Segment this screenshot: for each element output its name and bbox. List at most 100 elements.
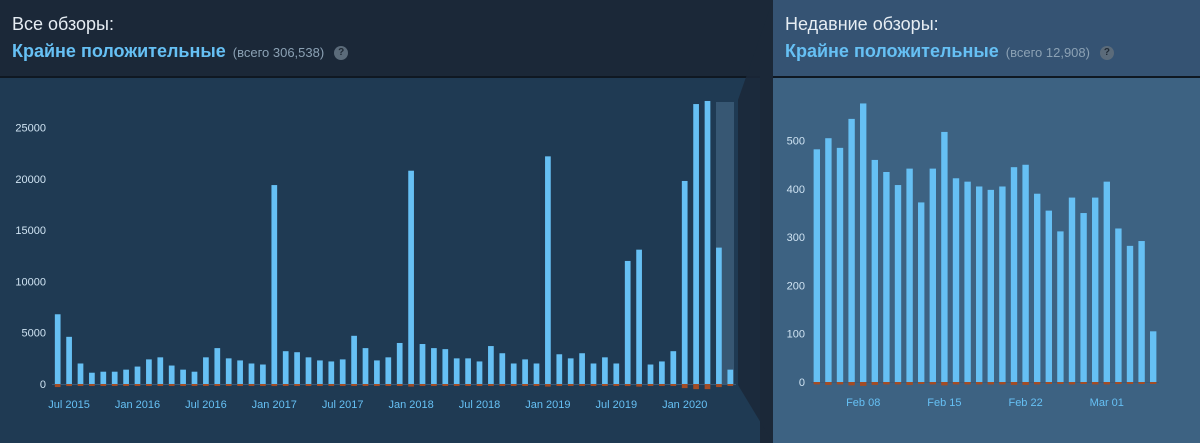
recent-reviews-negative-bar [1010,382,1018,385]
zoom-connector-shape [738,0,773,443]
recent-reviews-negative-bar [952,382,960,385]
recent-reviews-negative-bar [860,382,867,386]
all-reviews-positive-bar [442,349,449,384]
all-reviews-positive-bar [305,357,312,384]
recent-reviews-y-tick-label: 100 [787,329,805,341]
all-reviews-negative-bar [100,384,107,386]
all-reviews-negative-bar [282,384,289,386]
all-reviews-negative-bar [146,384,152,386]
all-reviews-x-tick-label: Jul 2018 [459,399,501,411]
all-reviews-summary[interactable]: Крайне положительные (всего 306,538) ? [12,41,349,62]
recent-reviews-negative-bar [999,382,1006,385]
all-reviews-negative-bar [419,384,426,386]
all-reviews-positive-bar [66,336,72,384]
recent-reviews-positive-bar [825,138,832,382]
all-reviews-negative-bar [533,384,540,386]
recent-reviews-positive-bar [1103,181,1110,382]
recent-reviews-x-tick-label: Feb 15 [927,397,961,409]
help-icon[interactable]: ? [1099,46,1114,60]
recent-reviews-positive-bar [836,147,844,382]
recent-reviews-y-tick-label: 400 [787,184,805,196]
all-reviews-positive-bar [168,365,175,384]
all-reviews-positive-bar [499,353,506,384]
all-reviews-negative-bar [260,384,266,386]
recent-reviews-positive-bar [883,172,890,382]
recent-reviews-negative-bar [918,382,925,384]
all-reviews-negative-bar [670,384,677,386]
recent-reviews-positive-bar [906,168,913,382]
all-reviews-positive-bar [453,358,460,384]
recent-reviews-positive-bar [941,131,948,382]
all-reviews-negative-bar [510,384,517,386]
recent-reviews-negative-bar [1103,382,1110,385]
recent-reviews-positive-bar [894,185,902,382]
all-reviews-y-tick-label: 5000 [22,328,46,340]
all-reviews-y-tick-label: 0 [40,379,46,391]
all-reviews-positive-bar [77,363,84,384]
recent-reviews-positive-bar [1022,164,1029,382]
all-reviews-negative-bar [396,384,403,386]
all-reviews-negative-bar [305,384,312,386]
recent-reviews-negative-bar [825,382,832,385]
header-divider [0,76,760,78]
recent-reviews-positive-bar [1034,193,1041,382]
all-reviews-y-tick-label: 20000 [15,174,46,186]
all-reviews-positive-bar [180,369,186,384]
all-reviews-positive-bar [225,358,232,384]
recent-reviews-negative-bar [987,382,994,385]
help-icon[interactable]: ? [334,46,349,60]
all-reviews-positive-bar [408,170,414,384]
all-reviews-positive-bar [647,364,654,384]
all-reviews-negative-bar [431,384,437,386]
all-reviews-negative-bar [339,384,346,386]
recent-reviews-positive-bar [964,181,971,382]
all-reviews-positive-bar [636,249,642,384]
all-reviews-negative-bar [453,384,460,386]
all-reviews-negative-bar [294,384,300,386]
all-reviews-positive-bar [545,156,551,384]
recent-reviews-positive-bar [1057,231,1064,382]
all-reviews-negative-bar [567,384,574,386]
all-reviews-negative-bar [727,384,734,386]
all-reviews-positive-bar [590,363,597,384]
all-reviews-x-tick-label: Jul 2019 [596,399,638,411]
all-reviews-negative-bar [613,384,620,386]
all-reviews-negative-bar [317,384,323,386]
all-reviews-negative-bar [203,384,209,386]
all-reviews-negative-bar [522,384,528,386]
all-reviews-positive-bar [727,369,734,384]
all-reviews-positive-bar [351,335,357,384]
all-reviews-negative-bar [624,384,631,387]
all-reviews-negative-bar [123,384,129,386]
all-reviews-label: Все обзоры: [12,14,114,34]
all-reviews-positive-bar [362,348,369,384]
recent-reviews-negative-bar [929,382,936,385]
header-divider [773,76,1200,78]
recent-reviews-negative-bar [1115,382,1122,384]
recent-reviews-negative-bar [964,382,971,385]
all-reviews-negative-bar [77,384,84,386]
recent-reviews-positive-bar [848,118,855,383]
all-reviews-rating[interactable]: Крайне положительные [12,41,226,61]
recent-reviews-negative-bar [894,382,902,385]
all-reviews-positive-bar [203,357,209,384]
recent-reviews-negative-bar [1092,382,1099,385]
all-reviews-chart[interactable]: 0 5000 10000 15000 20000 25000 Jul 2015 Jan 201… [0,78,760,443]
recent-reviews-rating[interactable]: Крайне положительные [785,41,999,61]
recent-reviews-positive-bar [871,159,878,382]
all-reviews-positive-bar [659,361,665,384]
recent-reviews-summary[interactable]: Крайне положительные (всего 12,908) ? [785,41,1114,62]
zoom-connector [738,0,773,443]
all-reviews-y-tick-label: 15000 [15,225,46,237]
recent-reviews-positive-bar [929,168,936,382]
recent-reviews-positive-bar [952,178,960,382]
recent-reviews-y-tick-label: 0 [799,377,805,389]
recent-reviews-positive-bar [1115,228,1122,382]
recent-reviews-header: Недавние обзоры: Крайне положительные (в… [773,0,1200,76]
all-reviews-positive-bar [476,361,483,384]
all-reviews-negative-bar [225,384,232,386]
all-reviews-y-tick-label: 10000 [15,276,46,288]
recent-reviews-negative-bar [883,382,890,385]
recent-reviews-chart[interactable]: 0 100 200 300 400 500 Feb 08 Feb 15 Feb 22 Mar 01 [773,78,1200,443]
recent-reviews-positive-bar [860,103,867,382]
